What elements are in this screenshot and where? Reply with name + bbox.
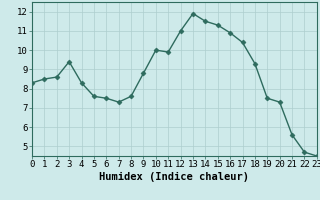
X-axis label: Humidex (Indice chaleur): Humidex (Indice chaleur) <box>100 172 249 182</box>
